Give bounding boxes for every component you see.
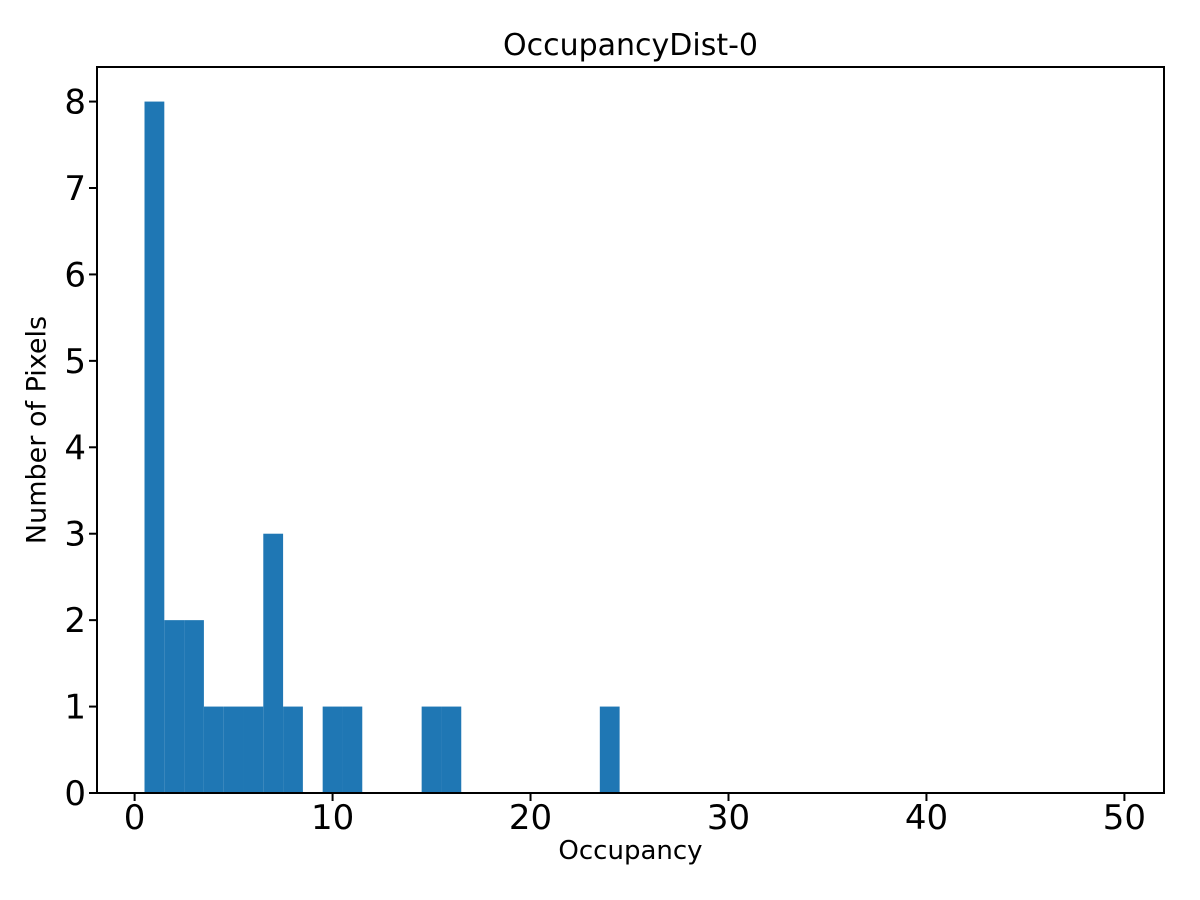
x-tick-label: 40 bbox=[905, 798, 948, 838]
histogram-bar bbox=[243, 706, 264, 793]
histogram-bar bbox=[322, 706, 343, 793]
histogram-bar bbox=[342, 706, 363, 793]
histogram-bar bbox=[144, 101, 165, 793]
histogram-bar bbox=[599, 706, 620, 793]
y-tick-label: 3 bbox=[64, 515, 86, 555]
y-tick-label: 6 bbox=[64, 255, 86, 295]
y-tick-label: 4 bbox=[64, 428, 86, 468]
histogram-bar bbox=[263, 533, 284, 793]
histogram-bar bbox=[223, 706, 244, 793]
histogram-bar bbox=[283, 706, 303, 793]
x-tick-label: 10 bbox=[311, 798, 354, 838]
plot-border bbox=[96, 66, 1165, 794]
x-tick-label: 20 bbox=[509, 798, 552, 838]
x-tick-label: 0 bbox=[124, 798, 146, 838]
histogram-bar bbox=[184, 620, 204, 793]
histogram-bar bbox=[164, 620, 185, 793]
y-tick-label: 7 bbox=[64, 169, 86, 209]
x-tick-label: 30 bbox=[707, 798, 750, 838]
y-axis-label: Number of Pixels bbox=[21, 315, 53, 545]
chart-title: OccupancyDist-0 bbox=[502, 28, 759, 63]
y-tick-label: 0 bbox=[64, 774, 86, 814]
histogram-bar bbox=[441, 706, 462, 793]
y-tick-label: 5 bbox=[64, 342, 86, 382]
x-axis-label: Occupancy bbox=[558, 836, 703, 866]
histogram-bar bbox=[421, 706, 442, 793]
y-tick-label: 1 bbox=[64, 688, 86, 728]
y-tick-label: 8 bbox=[64, 83, 86, 123]
histogram-bar bbox=[203, 706, 224, 793]
x-tick-label: 50 bbox=[1103, 798, 1146, 838]
y-tick-label: 2 bbox=[64, 601, 86, 641]
